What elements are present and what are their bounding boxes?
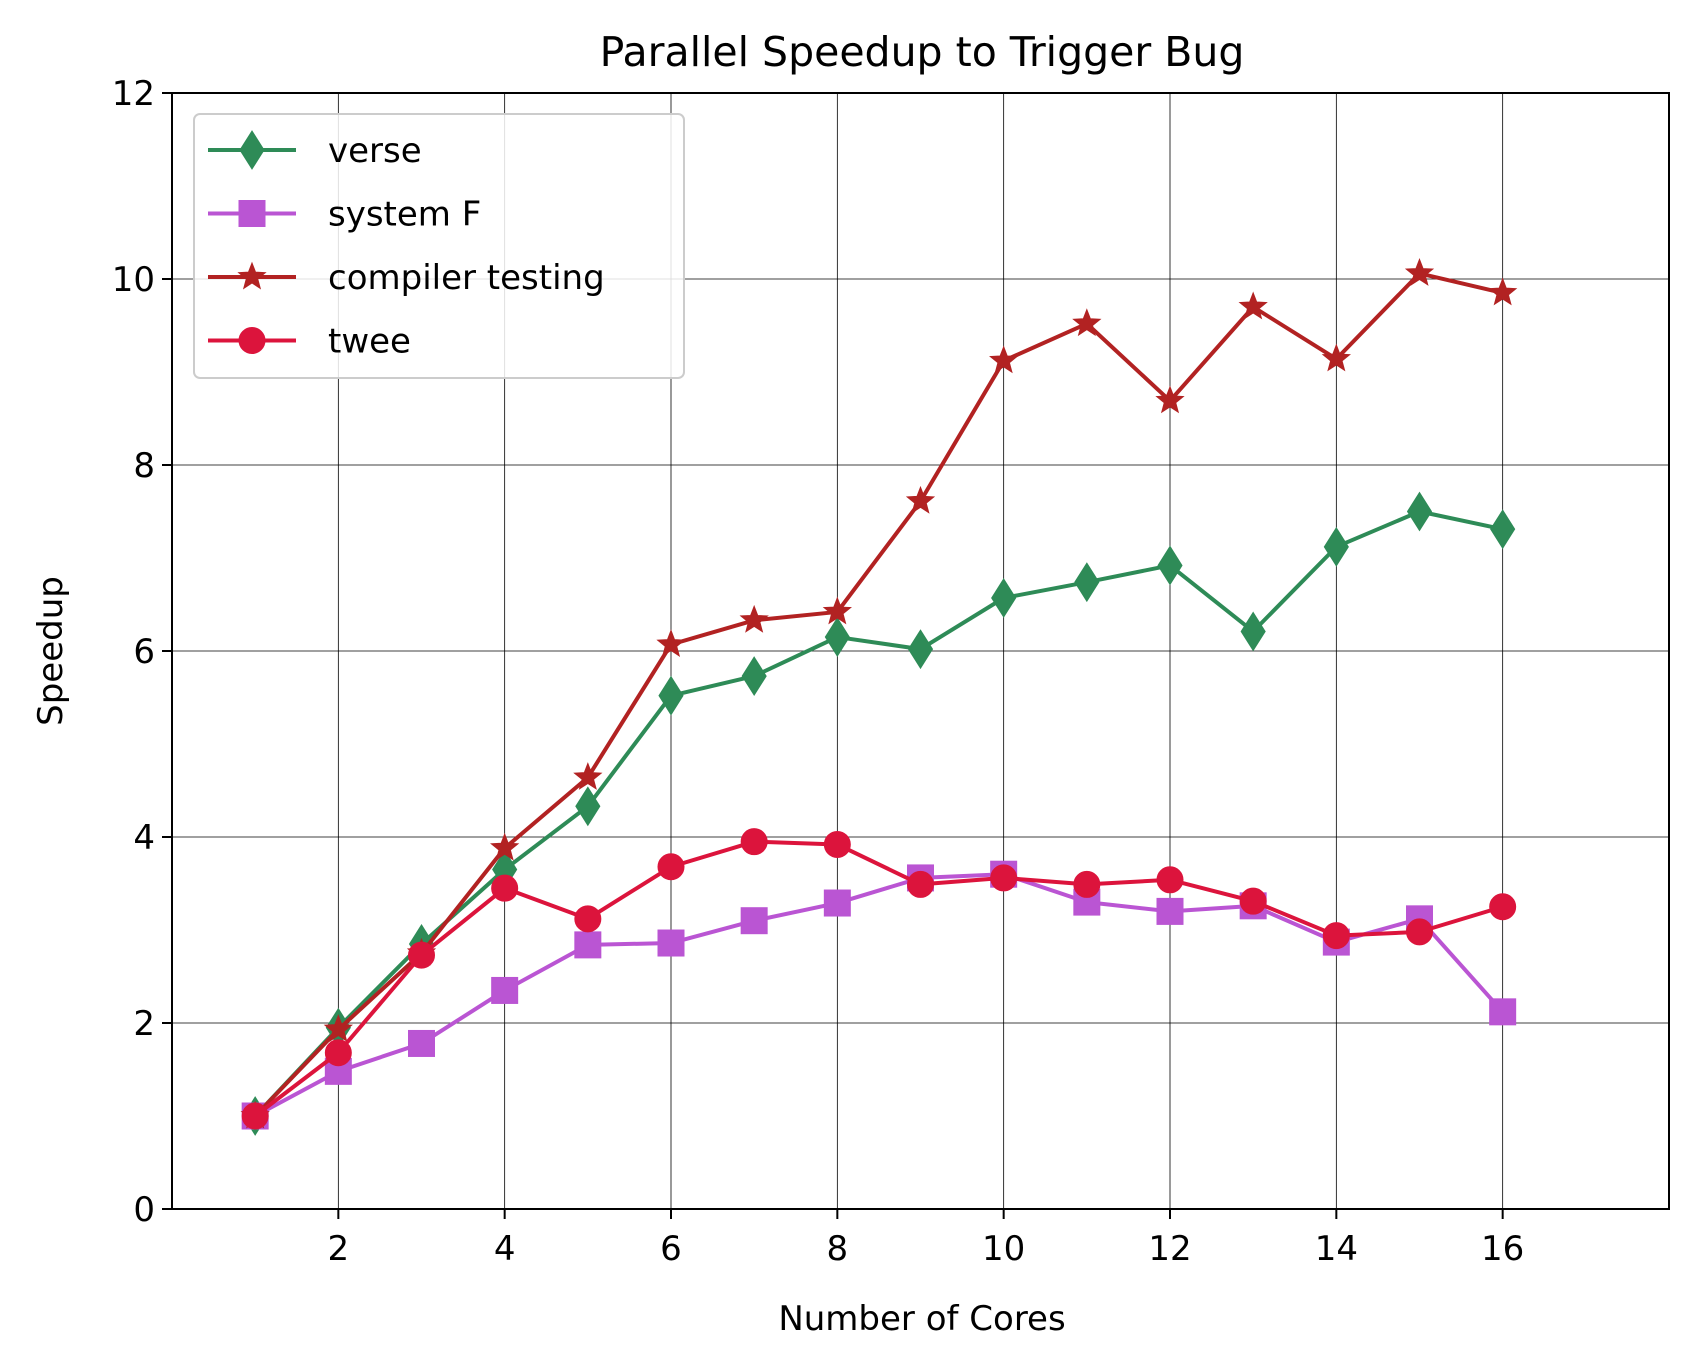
diamond-marker — [1406, 491, 1433, 532]
star-marker — [989, 345, 1019, 374]
circle-marker — [1406, 918, 1433, 946]
square-marker — [1156, 897, 1184, 925]
star-marker — [1488, 277, 1518, 306]
legend-label: compiler testing — [328, 258, 605, 298]
circle-marker — [823, 830, 851, 858]
circle-marker — [241, 1102, 269, 1130]
circle-marker — [1156, 866, 1184, 894]
y-tick-label: 8 — [133, 446, 155, 486]
circle-marker — [907, 870, 934, 898]
square-marker — [740, 907, 768, 935]
x-tick-label: 4 — [494, 1229, 516, 1269]
star-marker — [490, 832, 520, 861]
x-tick-label: 8 — [827, 1229, 849, 1269]
plot-series — [240, 258, 1518, 1136]
legend-item: system F — [208, 195, 481, 235]
circle-marker — [324, 1039, 352, 1067]
series-line — [254, 872, 1505, 1118]
x-axis-title: Number of Cores — [778, 1299, 1065, 1339]
star-marker — [1155, 385, 1185, 414]
diamond-marker — [1240, 611, 1266, 652]
x-tick-label: 10 — [982, 1229, 1025, 1269]
star-marker — [656, 629, 686, 657]
y-axis-title: Speedup — [31, 576, 71, 726]
circle-marker — [1073, 870, 1101, 898]
x-tick-label: 12 — [1148, 1229, 1191, 1269]
legend-item: compiler testing — [208, 258, 605, 298]
x-tick-label: 2 — [328, 1229, 350, 1269]
star-marker — [905, 485, 936, 514]
diamond-marker — [239, 130, 265, 170]
diamond-marker — [1490, 509, 1516, 550]
star-marker — [1238, 291, 1268, 320]
legend: verse system F compiler testing twee — [193, 113, 685, 379]
legend-box — [193, 113, 685, 379]
series-line — [253, 839, 1504, 1118]
star-marker — [1321, 343, 1351, 372]
star-marker — [323, 1014, 353, 1042]
legend-item: twee — [208, 322, 411, 362]
square-marker — [491, 976, 519, 1004]
circle-marker — [408, 941, 435, 969]
y-tick-label: 0 — [133, 1190, 155, 1230]
circle-marker — [491, 874, 519, 902]
circle-marker — [238, 327, 266, 354]
square-marker — [408, 1029, 435, 1057]
star-marker — [573, 762, 603, 790]
diamond-marker — [1074, 562, 1100, 603]
circle-marker — [740, 828, 768, 856]
series-line — [253, 509, 1504, 1118]
diamond-marker — [991, 578, 1017, 618]
chart-title: Parallel Speedup to Trigger Bug — [600, 28, 1245, 76]
star-marker — [822, 596, 852, 625]
series-line — [253, 271, 1504, 1118]
diamond-marker — [741, 656, 767, 697]
x-tick-label: 16 — [1481, 1229, 1524, 1269]
axis-ticks: 2 4 6 8 10 12 14 16 0 2 4 6 8 10 12 — [112, 74, 1525, 1269]
star-marker — [237, 261, 267, 290]
diamond-marker — [824, 617, 850, 657]
circle-marker — [1489, 893, 1517, 921]
y-tick-label: 12 — [112, 74, 155, 114]
legend-item: verse — [208, 130, 422, 171]
circle-marker — [990, 864, 1018, 892]
legend-label: verse — [328, 131, 422, 171]
star-marker — [1072, 308, 1102, 337]
star-marker — [1404, 258, 1435, 286]
circle-marker — [574, 905, 602, 933]
x-tick-label: 6 — [660, 1229, 682, 1269]
square-marker — [657, 929, 685, 957]
legend-label: twee — [328, 322, 411, 362]
circle-marker — [1322, 922, 1350, 950]
diamond-marker — [575, 786, 601, 827]
diamond-marker — [1157, 545, 1183, 586]
y-tick-label: 4 — [133, 818, 155, 858]
circle-marker — [1239, 887, 1267, 915]
diamond-marker — [907, 629, 934, 670]
circle-marker — [657, 853, 685, 881]
x-tick-label: 14 — [1315, 1229, 1358, 1269]
y-tick-label: 2 — [133, 1004, 155, 1044]
series-twee — [241, 828, 1517, 1130]
diamond-marker — [658, 675, 684, 716]
legend-label: system F — [328, 195, 481, 235]
square-marker — [823, 889, 851, 917]
square-marker — [1489, 998, 1517, 1026]
square-marker — [238, 200, 266, 227]
square-marker — [574, 931, 602, 959]
y-tick-label: 6 — [133, 632, 155, 672]
diamond-marker — [1323, 526, 1349, 567]
star-marker — [739, 604, 769, 633]
y-tick-label: 10 — [112, 260, 155, 300]
